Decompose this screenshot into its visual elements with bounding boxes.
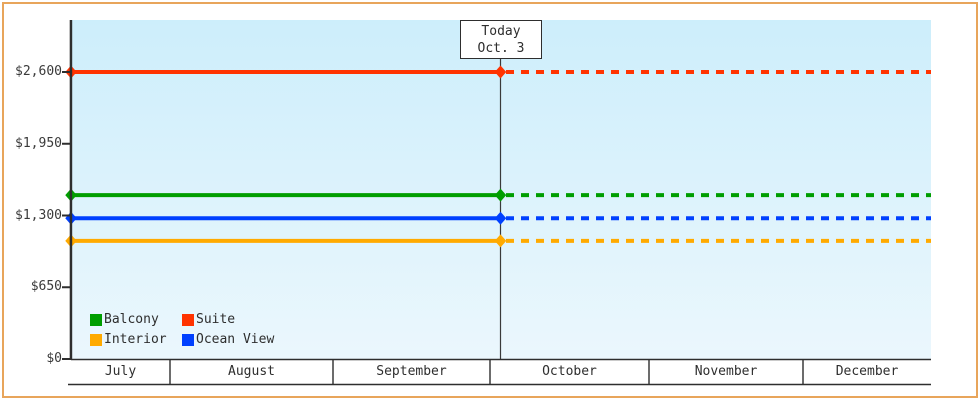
month-label-november: November xyxy=(694,364,758,379)
y-tick-label-2600: $2,600 xyxy=(15,64,62,79)
month-label-july: July xyxy=(104,364,137,379)
month-label-october: October xyxy=(542,364,597,379)
y-tick-label-1300: $1,300 xyxy=(15,207,62,223)
today-flag-date: Oct. 3 xyxy=(477,40,525,56)
month-label-september: September xyxy=(376,364,447,379)
today-flag: Today Oct. 3 xyxy=(460,20,542,59)
legend-item-suite: Suite xyxy=(182,313,235,327)
legend-label-ocean-view: Ocean View xyxy=(196,332,275,347)
series-balcony-marker-today xyxy=(494,188,507,202)
month-label-august: August xyxy=(228,364,275,379)
y-tick-label-650: $650 xyxy=(30,279,62,295)
legend-item-balcony: Balcony xyxy=(90,313,159,327)
legend-label-balcony: Balcony xyxy=(104,312,159,327)
y-tick-label-1950: $1,950 xyxy=(15,135,62,151)
legend-swatch-interior xyxy=(90,334,102,346)
legend-item-interior: Interior xyxy=(90,333,167,347)
y-axis-line xyxy=(69,20,73,359)
today-flag-label: Today xyxy=(481,23,521,39)
series-ocean-view-marker-today xyxy=(494,211,507,225)
month-label-december: December xyxy=(835,364,899,379)
y-tick-label-0: $0 xyxy=(46,351,62,366)
series-interior-marker-today xyxy=(494,234,507,248)
legend-label-suite: Suite xyxy=(196,312,236,327)
series-suite-marker-today xyxy=(494,65,507,79)
legend-swatch-ocean-view xyxy=(182,334,194,346)
legend-item-ocean-view: Ocean View xyxy=(182,333,274,347)
legend-swatch-balcony xyxy=(90,314,102,326)
legend-swatch-suite xyxy=(182,314,194,326)
legend-label-interior: Interior xyxy=(104,332,167,347)
